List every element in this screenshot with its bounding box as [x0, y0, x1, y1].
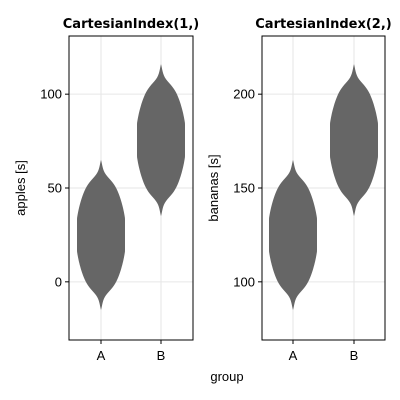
panel-1-title: CartesianIndex(1,) — [63, 17, 199, 32]
violin-A — [77, 159, 125, 310]
panel-2-y-axis-label: bananas [s] — [206, 154, 221, 221]
y-tick-label: 150 — [233, 181, 255, 196]
y-tick-label: 50 — [48, 181, 62, 196]
violin-B — [137, 64, 185, 217]
y-tick-label: 0 — [55, 274, 62, 289]
x-tick-label: B — [157, 348, 166, 363]
violins — [77, 64, 185, 310]
violin-B — [330, 64, 378, 217]
ticks: A B 100 150 200 — [233, 87, 358, 363]
panel-2-title: CartesianIndex(2,) — [255, 17, 391, 32]
y-tick-label: 100 — [233, 274, 255, 289]
x-tick-label: A — [97, 348, 106, 363]
panel-2: A B 100 150 200 CartesianIndex(2,) bananas [… — [206, 17, 392, 363]
panel-1: A B 0 50 100 CartesianIndex(1,) apples [s] — [13, 17, 199, 363]
x-axis-label: group — [210, 369, 243, 384]
x-tick-label: B — [350, 348, 359, 363]
violins — [269, 64, 378, 310]
panel-1-y-axis-label: apples [s] — [13, 160, 28, 216]
y-tick-label: 200 — [233, 87, 255, 102]
ticks: A B 0 50 100 — [40, 87, 165, 363]
y-tick-label: 100 — [40, 87, 62, 102]
violin-A — [269, 159, 317, 310]
x-tick-label: A — [289, 348, 298, 363]
